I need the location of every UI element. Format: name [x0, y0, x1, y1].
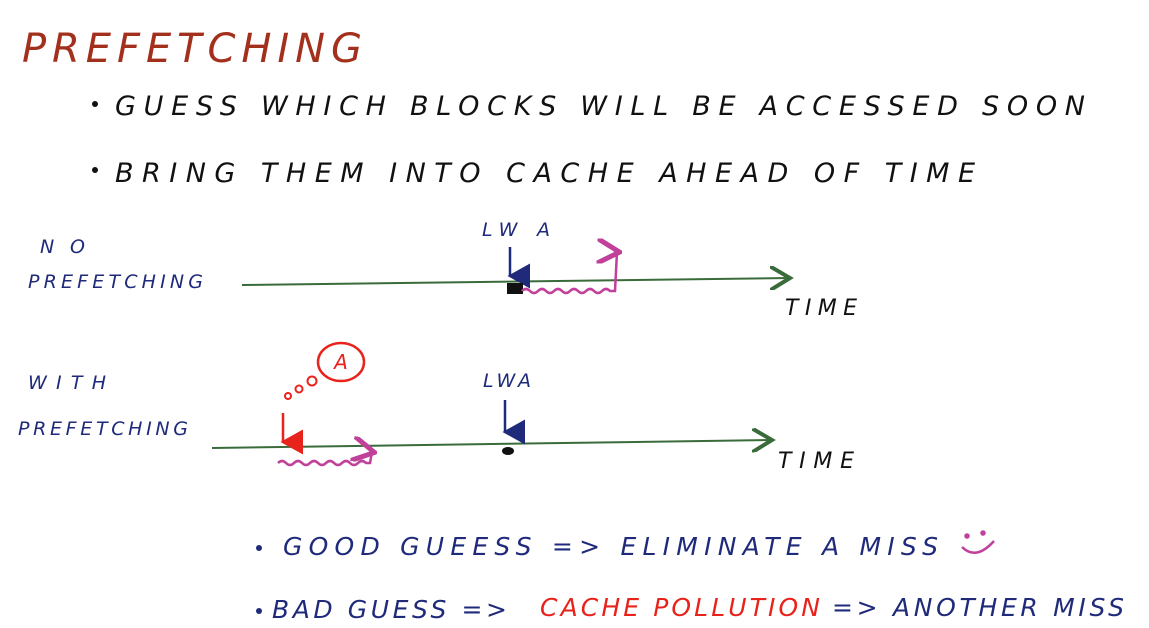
bullet-dot: [92, 167, 98, 173]
axis-label: TIME: [778, 449, 854, 474]
thought-dot: [284, 392, 292, 400]
timeline-label: NO: [40, 236, 85, 258]
timeline-label: PREFETCHING: [18, 418, 188, 440]
hit-mark: [502, 447, 514, 455]
access-label: LWA: [483, 370, 531, 392]
title: PREFETCHING: [22, 26, 362, 72]
timeline-label: WITH: [28, 372, 106, 394]
miss-latency: [521, 252, 617, 295]
timeline-label: PREFETCHING: [28, 271, 203, 293]
smiley: [961, 530, 995, 554]
bullet: GUESS WHICH BLOCKS WILL BE ACCESSED SOON: [115, 91, 1085, 122]
access-label: LW A: [482, 219, 550, 241]
outcome-highlight: CACHE POLLUTION: [540, 593, 820, 622]
outcome: GOOD GUEESS => ELIMINATE A MISS: [283, 532, 938, 561]
bullet-dot: [256, 608, 262, 614]
thought-bubble: [316, 341, 366, 383]
outcome: BAD GUESS =>: [272, 595, 507, 624]
bullet-dot: [256, 545, 262, 551]
outcome: => ANOTHER MISS: [832, 593, 1124, 622]
thought-dot: [306, 375, 318, 387]
axis-label: TIME: [785, 296, 857, 321]
thought-dot: [294, 384, 304, 394]
prefetch-block: A: [332, 350, 348, 374]
bullet: BRING THEM INTO CACHE AHEAD OF TIME: [115, 158, 975, 189]
miss-blob: [507, 283, 523, 294]
time-axis: [211, 440, 772, 448]
prefetch-latency: [277, 452, 372, 467]
bullet-dot: [92, 101, 98, 107]
